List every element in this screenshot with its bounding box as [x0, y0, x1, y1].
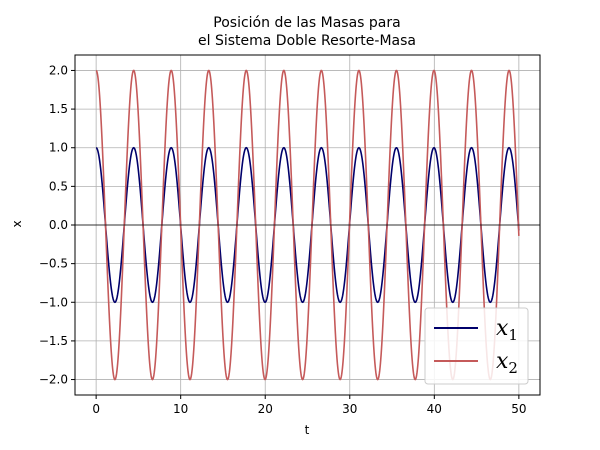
y-tick-label: −2.0 — [39, 373, 68, 387]
ticks-layer: 0 10 20 30 40 50 2.0 1.5 1.0 0.5 0.0 −0.5 −1.0 −1.5 −2… — [39, 63, 527, 416]
chart-title-line2: el Sistema Doble Resorte-Masa — [198, 33, 416, 49]
legend-label-x1: x1 — [496, 316, 518, 344]
x-tick-label: 40 — [427, 402, 442, 416]
y-tick-label: −1.5 — [39, 334, 68, 348]
x-tick-label: 20 — [258, 402, 273, 416]
x-tick-label: 0 — [92, 402, 100, 416]
y-tick-label: −1.0 — [39, 295, 68, 309]
y-tick-label: −0.5 — [39, 257, 68, 271]
legend-label-x1-main: x — [496, 316, 509, 341]
x-tick-label: 50 — [511, 402, 526, 416]
series-line-x1 — [95, 146, 520, 304]
legend-label-x2: x2 — [496, 349, 518, 377]
y-tick-label: 2.0 — [49, 63, 68, 77]
y-tick-label: 0.0 — [49, 218, 68, 232]
legend-label-x2-main: x — [496, 349, 509, 374]
legend: x1 x2 — [424, 307, 529, 385]
x-tick-label: 10 — [173, 402, 188, 416]
y-axis-label: x — [10, 220, 24, 227]
y-tick-label: 0.5 — [49, 179, 68, 193]
x-axis-label: t — [305, 423, 310, 437]
y-tick-label: 1.5 — [49, 102, 68, 116]
y-tick-label: 1.0 — [49, 141, 68, 155]
legend-label-x1-sub: 1 — [508, 326, 518, 344]
x-tick-label: 30 — [342, 402, 357, 416]
legend-label-x2-sub: 2 — [508, 359, 518, 377]
chart-title-line1: Posición de las Masas para — [213, 15, 400, 31]
